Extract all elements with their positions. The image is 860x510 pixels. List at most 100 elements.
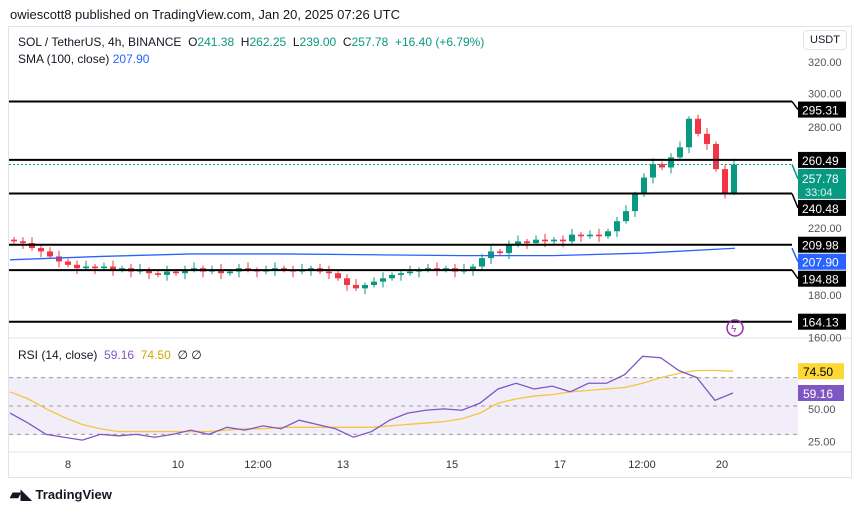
level-label: 164.13 — [802, 316, 839, 330]
time-tick: 20 — [716, 459, 728, 471]
candle-down — [245, 268, 251, 270]
candle-down — [38, 248, 44, 252]
brand-name: TradingView — [35, 487, 112, 502]
level-label: 194.88 — [802, 273, 839, 287]
candle-down — [155, 273, 161, 275]
candle-down — [56, 256, 62, 262]
change-value: +16.40 (+6.79%) — [394, 35, 485, 49]
candle-down — [722, 169, 728, 193]
lightning-icon — [726, 319, 744, 337]
candle-down — [596, 234, 602, 237]
candle-down — [74, 264, 80, 269]
time-tick: 10 — [172, 459, 184, 471]
price-tick: 320.00 — [808, 57, 842, 69]
badge-connector — [791, 269, 799, 280]
close-value: 257.78 — [351, 35, 389, 49]
candle-up — [470, 266, 476, 270]
sma-badge-label: 207.90 — [802, 256, 839, 270]
candle-up — [731, 164, 737, 193]
candle-down — [542, 239, 548, 242]
price-tick: 160.00 — [808, 333, 842, 345]
tradingview-logo[interactable]: ▰◣ TradingView — [10, 486, 112, 503]
open-value: 241.38 — [197, 35, 235, 49]
candle-up — [407, 271, 413, 274]
candle-down — [335, 273, 341, 279]
level-label: 260.49 — [802, 154, 839, 168]
candle-down — [560, 239, 566, 242]
rsi-line — [9, 355, 734, 441]
candle-up — [425, 268, 431, 270]
sma-badge — [798, 253, 846, 270]
candle-up — [362, 284, 368, 289]
rsi-value: 59.16 — [104, 348, 135, 362]
rsi-ma-value: 74.50 — [140, 348, 171, 362]
badge-connector — [791, 193, 799, 209]
candle-up — [101, 266, 107, 269]
candle-up — [479, 258, 485, 267]
time-tick: 12:00 — [244, 459, 272, 471]
candle-down — [47, 251, 53, 257]
candle-up — [668, 157, 674, 168]
candle-up — [227, 271, 233, 274]
level-badge — [798, 270, 846, 287]
sma-label: SMA (100, close) — [18, 52, 110, 66]
close-label: C — [342, 35, 352, 49]
candle-down — [326, 271, 332, 274]
candle-up — [614, 221, 620, 232]
rsi-ma-line — [9, 369, 734, 433]
time-tick: 12:00 — [628, 459, 656, 471]
last-price-label: 257.78 — [802, 172, 839, 186]
candle-down — [704, 133, 710, 144]
candle-up — [191, 268, 197, 270]
candle-down — [20, 241, 26, 244]
level-badge — [798, 151, 846, 168]
candle-up — [623, 211, 629, 222]
rsi-extra: ∅ ∅ — [177, 348, 202, 362]
symbol-name: SOL / TetherUS, 4h, BINANCE — [18, 35, 182, 49]
candle-down — [713, 143, 719, 170]
low-value: 239.00 — [299, 35, 337, 49]
sma-value: 207.90 — [112, 52, 150, 66]
candle-down — [218, 269, 224, 274]
badge-connector — [791, 101, 799, 111]
candle-down — [659, 164, 665, 168]
candle-down — [65, 261, 71, 265]
candle-down — [434, 268, 440, 270]
candle-up — [398, 273, 404, 275]
candle-up — [443, 268, 449, 270]
time-tick: 8 — [65, 459, 71, 471]
candle-down — [695, 118, 701, 134]
rsi-badge-label: 59.16 — [803, 387, 833, 401]
candle-up — [587, 234, 593, 237]
high-value: 262.25 — [249, 35, 287, 49]
candle-down — [344, 278, 350, 285]
currency-button[interactable]: USDT — [803, 30, 847, 50]
candle-down — [146, 269, 152, 274]
sma-line — [9, 247, 736, 261]
candle-down — [11, 239, 17, 242]
level-badge — [798, 236, 846, 253]
tv-logo-icon: ▰◣ — [10, 486, 32, 502]
candle-up — [569, 234, 575, 242]
badge-connector — [791, 164, 799, 180]
level-badge — [798, 199, 846, 216]
time-tick: 17 — [554, 459, 566, 471]
candle-down — [92, 266, 98, 269]
candle-down — [524, 241, 530, 244]
rsi-legend: RSI (14, close) 59.16 74.50 ∅ ∅ — [18, 348, 202, 362]
candle-up — [533, 239, 539, 244]
rsi-ma-badge — [798, 363, 844, 380]
candle-up — [632, 194, 638, 212]
level-badge — [798, 101, 846, 118]
countdown-label: 33:04 — [805, 187, 833, 199]
rsi-tick: 50.00 — [808, 404, 836, 416]
candle-up — [83, 266, 89, 269]
candle-down — [353, 284, 359, 289]
chart-frame — [8, 26, 852, 478]
candle-up — [686, 118, 692, 148]
last-price-badge — [798, 168, 846, 199]
badge-connector — [791, 247, 799, 263]
candle-up — [119, 268, 125, 270]
candle-up — [164, 271, 170, 275]
